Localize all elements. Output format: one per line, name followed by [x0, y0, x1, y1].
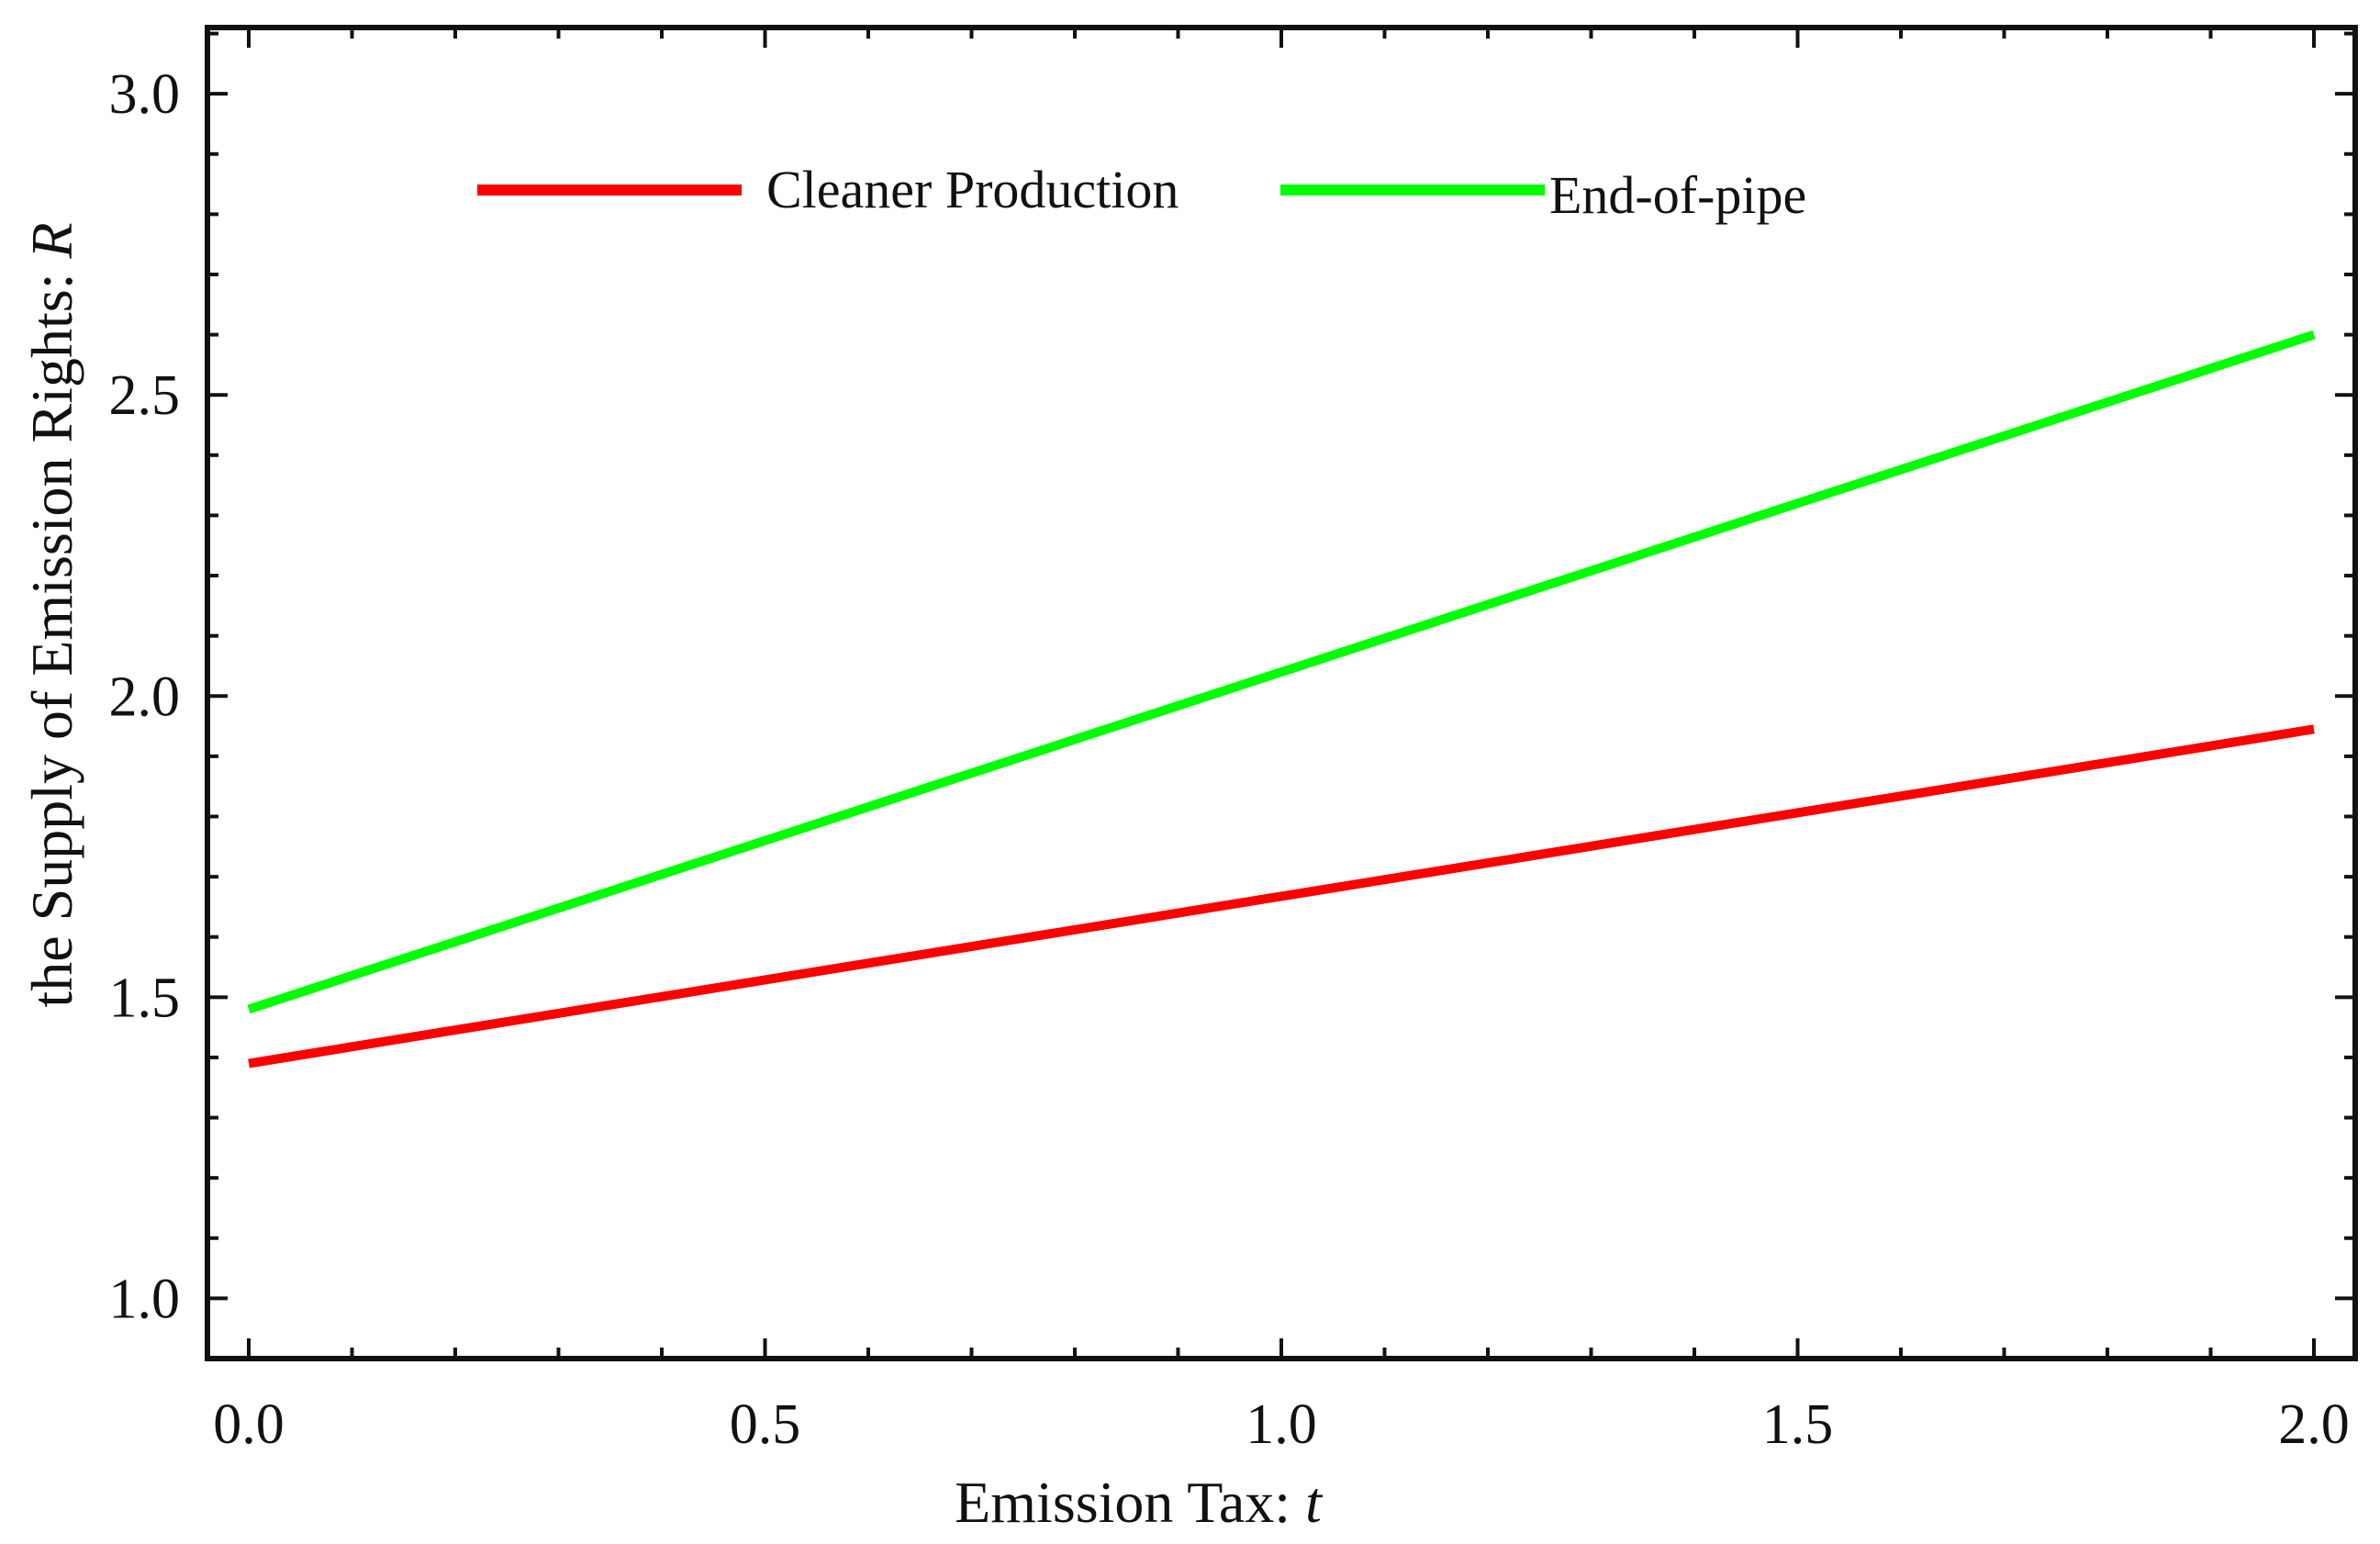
x-tick-label: 1.5: [1762, 1393, 1834, 1456]
y-axis-variable: R: [19, 222, 84, 259]
x-tick-label: 1.0: [1246, 1393, 1317, 1456]
legend-label-cleaner-production: Cleaner Production: [766, 160, 1179, 219]
y-axis-title: the Supply of Emission Rights: R: [19, 222, 84, 1007]
x-axis-variable: t: [1305, 1470, 1324, 1535]
x-tick-label: 0.0: [213, 1393, 285, 1456]
y-tick-labels: 1.0 1.5 2.0 2.5 3.0: [109, 63, 181, 1330]
legend-label-end-of-pipe: End-of-pipe: [1549, 165, 1806, 225]
y-tick-label: 1.5: [109, 967, 181, 1029]
legend: Cleaner Production End-of-pipe: [477, 160, 1806, 225]
x-tick-label: 0.5: [730, 1393, 801, 1456]
series-lines: [247, 330, 2316, 1068]
series-line-cleaner-production: [248, 724, 2315, 1068]
x-tick-label: 2.0: [2278, 1393, 2350, 1456]
y-tick-label: 2.5: [109, 364, 181, 427]
x-tick-labels: 0.0 0.5 1.0 1.5 2.0: [213, 1393, 2350, 1456]
y-tick-label: 1.0: [109, 1268, 181, 1330]
y-tick-label: 3.0: [109, 63, 181, 126]
x-axis-title: Emission Tax: t: [955, 1470, 1324, 1535]
y-tick-label: 2.0: [109, 666, 181, 728]
plot-frame: [205, 25, 2358, 1361]
series-line-end-of-pipe: [247, 330, 2316, 1014]
